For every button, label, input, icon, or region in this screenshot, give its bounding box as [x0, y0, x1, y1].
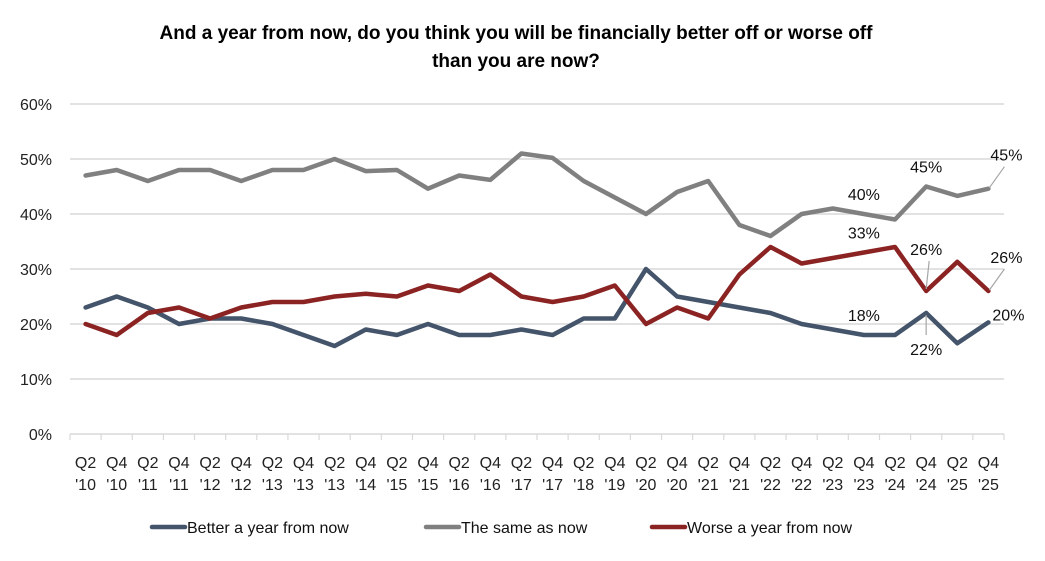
x-tick-label-quarter: Q4 — [542, 455, 563, 472]
x-tick-label-year: '16 — [449, 477, 470, 494]
x-tick-label-year: '20 — [667, 477, 688, 494]
data-label: 20% — [992, 307, 1024, 324]
x-tick-label-quarter: Q4 — [729, 455, 750, 472]
data-label: 22% — [910, 342, 942, 359]
x-tick-label-quarter: Q2 — [511, 455, 532, 472]
x-tick-label-year: '25 — [947, 477, 968, 494]
x-tick-label-quarter: Q4 — [355, 455, 376, 472]
x-tick-label-year: '11 — [138, 477, 158, 494]
x-tick-label-quarter: Q2 — [199, 455, 220, 472]
x-tick-label-quarter: Q2 — [947, 455, 968, 472]
x-tick-label-year: '12 — [231, 477, 252, 494]
x-tick-label-quarter: Q2 — [635, 455, 656, 472]
x-tick-label-year: '22 — [760, 477, 781, 494]
gridlines — [70, 103, 1004, 380]
x-tick-label-quarter: Q4 — [604, 455, 625, 472]
data-label: 45% — [990, 148, 1022, 165]
x-tick-label-quarter: Q4 — [666, 455, 687, 472]
x-tick-label-year: '22 — [791, 477, 812, 494]
x-tick-label-year: '24 — [885, 477, 906, 494]
x-tick-label-year: '15 — [386, 477, 407, 494]
y-tick-label: 60% — [20, 97, 52, 114]
y-tick-label: 30% — [20, 262, 52, 279]
data-label: 26% — [910, 242, 942, 259]
x-tick-label-quarter: Q2 — [884, 455, 905, 472]
x-tick-label-quarter: Q2 — [137, 455, 158, 472]
x-tick-label-quarter: Q4 — [168, 455, 189, 472]
x-tick-label-year: '11 — [169, 477, 189, 494]
x-tick-label-quarter: Q2 — [386, 455, 407, 472]
x-tick-label-year: '19 — [604, 477, 625, 494]
x-tick-label-year: '10 — [106, 477, 127, 494]
y-tick-label: 10% — [20, 372, 52, 389]
y-tick-label: 40% — [20, 207, 52, 224]
legend-label: The same as now — [461, 520, 588, 537]
x-tick-label-year: '15 — [418, 477, 439, 494]
chart-title-line-1: And a year from now, do you think you wi… — [160, 23, 874, 44]
leader-line — [925, 260, 930, 290]
x-tick-label-quarter: Q2 — [760, 455, 781, 472]
x-tick-label-year: '13 — [293, 477, 314, 494]
x-tick-label-quarter: Q4 — [480, 455, 501, 472]
x-tick-label-quarter: Q4 — [417, 455, 438, 472]
x-tick-label-quarter: Q4 — [293, 455, 314, 472]
legend: Better a year from now The same as now Wor… — [149, 520, 853, 537]
x-tick-label-year: '13 — [262, 477, 283, 494]
legend-item: Better a year from now — [149, 520, 349, 537]
x-tick-label-quarter: Q2 — [822, 455, 843, 472]
series-lines — [83, 151, 991, 349]
x-tick-label-quarter: Q2 — [324, 455, 345, 472]
y-tick-label: 0% — [29, 427, 52, 444]
data-label: 45% — [910, 160, 942, 177]
leader-line — [988, 268, 1005, 291]
x-tick-label-year: '17 — [511, 477, 532, 494]
x-tick-label-quarter: Q2 — [262, 455, 283, 472]
x-tick-label-year: '23 — [853, 477, 874, 494]
x-tick-label-year: '17 — [542, 477, 563, 494]
x-tick-label-quarter: Q4 — [978, 455, 999, 472]
y-tick-label: 50% — [20, 152, 52, 169]
legend-label: Better a year from now — [187, 520, 349, 537]
x-tick-label-quarter: Q2 — [448, 455, 469, 472]
x-tick-label-year: '18 — [573, 477, 594, 494]
series-line-0 — [83, 266, 991, 349]
series-line-2 — [83, 244, 991, 338]
x-tick-label-quarter: Q2 — [573, 455, 594, 472]
x-tick-label-year: '25 — [978, 477, 999, 494]
data-label: 33% — [848, 226, 880, 243]
x-tick-label-year: '20 — [636, 477, 657, 494]
x-tick-label-quarter: Q2 — [698, 455, 719, 472]
chart-title-line-2: than you are now? — [432, 51, 600, 72]
legend-label: Worse a year from now — [687, 520, 853, 537]
x-tick-label-year: '24 — [916, 477, 937, 494]
x-tick-label-year: '14 — [355, 477, 376, 494]
legend-item: Worse a year from now — [649, 520, 853, 537]
x-tick-label-year: '13 — [324, 477, 345, 494]
data-label: 40% — [848, 187, 880, 204]
x-tick-label-quarter: Q4 — [791, 455, 812, 472]
x-tick-label-quarter: Q4 — [106, 455, 127, 472]
y-tick-label: 20% — [20, 317, 52, 334]
x-tick-label-year: '21 — [729, 477, 750, 494]
data-label: 18% — [848, 308, 880, 325]
x-tick-label-quarter: Q4 — [853, 455, 874, 472]
x-tick-label-year: '12 — [200, 477, 221, 494]
y-axis: 0% 10% 20% 30% 40% 50% 60% — [20, 97, 52, 444]
x-tick-label-year: '10 — [75, 477, 96, 494]
x-tick-label-year: '23 — [822, 477, 843, 494]
x-tick-label-year: '21 — [698, 477, 719, 494]
x-tick-label-quarter: Q4 — [231, 455, 252, 472]
legend-item: The same as now — [423, 520, 588, 537]
x-tick-label-quarter: Q4 — [915, 455, 936, 472]
data-labels: 18% 22% 20% 40% 45% 45% 33% 26% 26% — [848, 148, 1025, 359]
chart-title: And a year from now, do you think you wi… — [160, 23, 874, 72]
x-tick-label-quarter: Q2 — [75, 455, 96, 472]
x-axis: Q2 '10 Q4 '10 Q2 '11 Q4 '11 Q2 '12 Q4 '12 Q2 '13 Q4 '13… — [69, 433, 1005, 494]
series-line-1 — [83, 151, 991, 239]
x-tick-label-year: '16 — [480, 477, 501, 494]
data-label: 26% — [990, 250, 1022, 267]
leader-line — [988, 166, 1005, 189]
